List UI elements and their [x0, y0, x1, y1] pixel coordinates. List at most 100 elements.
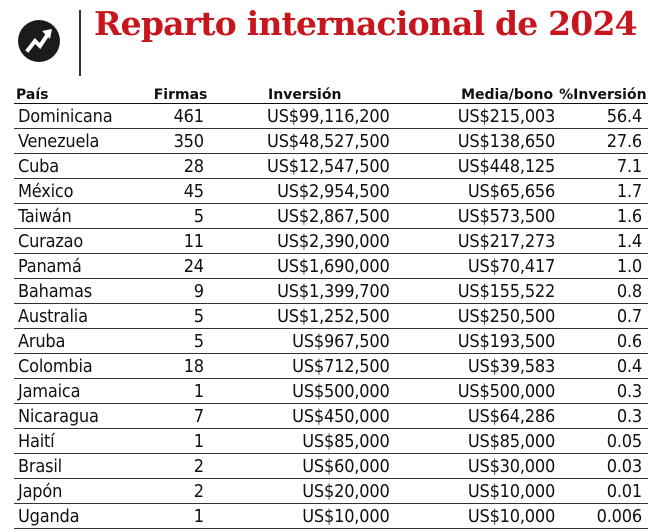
cell-country: Haití [14, 428, 146, 454]
cell-average-bonus: US$193,500 [393, 328, 560, 354]
table-row: Jamaica 1 US$500,000 US$500,000 0.3 [14, 378, 648, 404]
cell-country: Dominicana [14, 103, 146, 129]
column-header-firms: Firmas [153, 87, 208, 103]
table-row: Colombia 18 US$712,500 US$39,583 0.4 [14, 353, 648, 379]
cell-country: Curazao [14, 228, 146, 254]
cell-investment-percent: 0.006 [559, 503, 648, 529]
cell-investment-percent: 1.7 [559, 178, 648, 204]
cell-firms: 7 [145, 403, 216, 429]
cell-firms: 11 [145, 228, 216, 254]
cell-firms: 2 [145, 453, 216, 479]
table-row: Taiwán 5 US$2,867,500 US$573,500 1.6 [14, 203, 648, 229]
cell-country: Nicaragua [14, 403, 146, 429]
table-header-row: País Firmas Inversión Media/bono %Inversión [14, 81, 648, 104]
cell-investment-percent: 1.0 [559, 253, 648, 279]
cell-investment: US$1,690,000 [215, 253, 394, 279]
cell-firms: 45 [145, 178, 216, 204]
cell-firms: 5 [145, 203, 216, 229]
cell-country: Brasil [14, 453, 146, 479]
cell-investment: US$500,000 [215, 378, 394, 404]
table-row: Australia 5 US$1,252,500 US$250,500 0.7 [14, 303, 648, 329]
cell-average-bonus: US$85,000 [393, 428, 560, 454]
cell-investment: US$2,867,500 [215, 203, 394, 229]
cell-country: Uganda [14, 503, 146, 529]
cell-firms: 1 [145, 503, 216, 529]
cell-average-bonus: US$138,650 [393, 128, 560, 154]
cell-average-bonus: US$155,522 [393, 278, 560, 304]
cell-firms: 461 [145, 103, 216, 129]
cell-average-bonus: US$39,583 [393, 353, 560, 379]
cell-firms: 9 [145, 278, 216, 304]
trending-arrow-icon [18, 20, 60, 62]
table-row: Curazao 11 US$2,390,000 US$217,273 1.4 [14, 228, 648, 254]
cell-investment: US$1,252,500 [215, 303, 394, 329]
cell-country: Aruba [14, 328, 146, 354]
cell-investment: US$2,390,000 [215, 228, 394, 254]
table-row: Bahamas 9 US$1,399,700 US$155,522 0.8 [14, 278, 648, 304]
cell-investment-percent: 0.01 [559, 478, 648, 504]
cell-investment-percent: 0.4 [559, 353, 648, 379]
cell-firms: 350 [145, 128, 216, 154]
cell-investment-percent: 0.3 [559, 378, 648, 404]
cell-average-bonus: US$500,000 [393, 378, 560, 404]
table-row: Japón 2 US$20,000 US$10,000 0.01 [14, 478, 648, 504]
cell-investment: US$10,000 [215, 503, 394, 529]
cell-country: Colombia [14, 353, 146, 379]
cell-country: Cuba [14, 153, 146, 179]
cell-investment: US$60,000 [215, 453, 394, 479]
table-row: México 45 US$2,954,500 US$65,656 1.7 [14, 178, 648, 204]
table-row: Venezuela 350 US$48,527,500 US$138,650 27.6 [14, 128, 648, 154]
cell-investment: US$12,547,500 [215, 153, 394, 179]
cell-average-bonus: US$70,417 [393, 253, 560, 279]
cell-investment: US$99,116,200 [215, 103, 394, 129]
cell-firms: 1 [145, 378, 216, 404]
table-body: Dominicana 461 US$99,116,200 US$215,003 56.4… [14, 103, 648, 529]
cell-firms: 1 [145, 428, 216, 454]
column-header-average-bonus: Media/bono [461, 87, 554, 103]
cell-average-bonus: US$30,000 [393, 453, 560, 479]
cell-investment-percent: 27.6 [559, 128, 648, 154]
table-row: Cuba 28 US$12,547,500 US$448,125 7.1 [14, 153, 648, 179]
cell-investment: US$20,000 [215, 478, 394, 504]
cell-country: Panamá [14, 253, 146, 279]
table-row: Haití 1 US$85,000 US$85,000 0.05 [14, 428, 648, 454]
column-header-country: País [16, 87, 49, 103]
cell-investment: US$2,954,500 [215, 178, 394, 204]
cell-firms: 2 [145, 478, 216, 504]
cell-investment-percent: 0.05 [559, 428, 648, 454]
cell-country: Jamaica [14, 378, 146, 404]
cell-average-bonus: US$10,000 [393, 503, 560, 529]
cell-firms: 18 [145, 353, 216, 379]
cell-country: Japón [14, 478, 146, 504]
cell-investment-percent: 7.1 [559, 153, 648, 179]
table-row: Nicaragua 7 US$450,000 US$64,286 0.3 [14, 403, 648, 429]
table-row: Panamá 24 US$1,690,000 US$70,417 1.0 [14, 253, 648, 279]
cell-investment: US$48,527,500 [215, 128, 394, 154]
table-row: Brasil 2 US$60,000 US$30,000 0.03 [14, 453, 648, 479]
cell-firms: 5 [145, 328, 216, 354]
cell-investment-percent: 1.4 [559, 228, 648, 254]
cell-investment-percent: 56.4 [559, 103, 648, 129]
cell-firms: 24 [145, 253, 216, 279]
cell-average-bonus: US$217,273 [393, 228, 560, 254]
table-row: Aruba 5 US$967,500 US$193,500 0.6 [14, 328, 648, 354]
cell-investment-percent: 0.8 [559, 278, 648, 304]
cell-investment-percent: 0.6 [559, 328, 648, 354]
cell-average-bonus: US$573,500 [393, 203, 560, 229]
page-title: Reparto internacional de 2024 [94, 4, 638, 43]
investment-table: País Firmas Inversión Media/bono %Inversión … [14, 81, 648, 529]
cell-average-bonus: US$448,125 [393, 153, 560, 179]
cell-investment-percent: 0.03 [559, 453, 648, 479]
cell-country: México [14, 178, 146, 204]
cell-average-bonus: US$250,500 [393, 303, 560, 329]
cell-country: Venezuela [14, 128, 146, 154]
cell-firms: 5 [145, 303, 216, 329]
cell-investment: US$85,000 [215, 428, 394, 454]
table-row: Dominicana 461 US$99,116,200 US$215,003 56.4 [14, 103, 648, 129]
cell-investment: US$712,500 [215, 353, 394, 379]
cell-investment-percent: 0.3 [559, 403, 648, 429]
cell-investment: US$450,000 [215, 403, 394, 429]
cell-average-bonus: US$10,000 [393, 478, 560, 504]
header-divider [79, 10, 81, 76]
cell-country: Australia [14, 303, 146, 329]
